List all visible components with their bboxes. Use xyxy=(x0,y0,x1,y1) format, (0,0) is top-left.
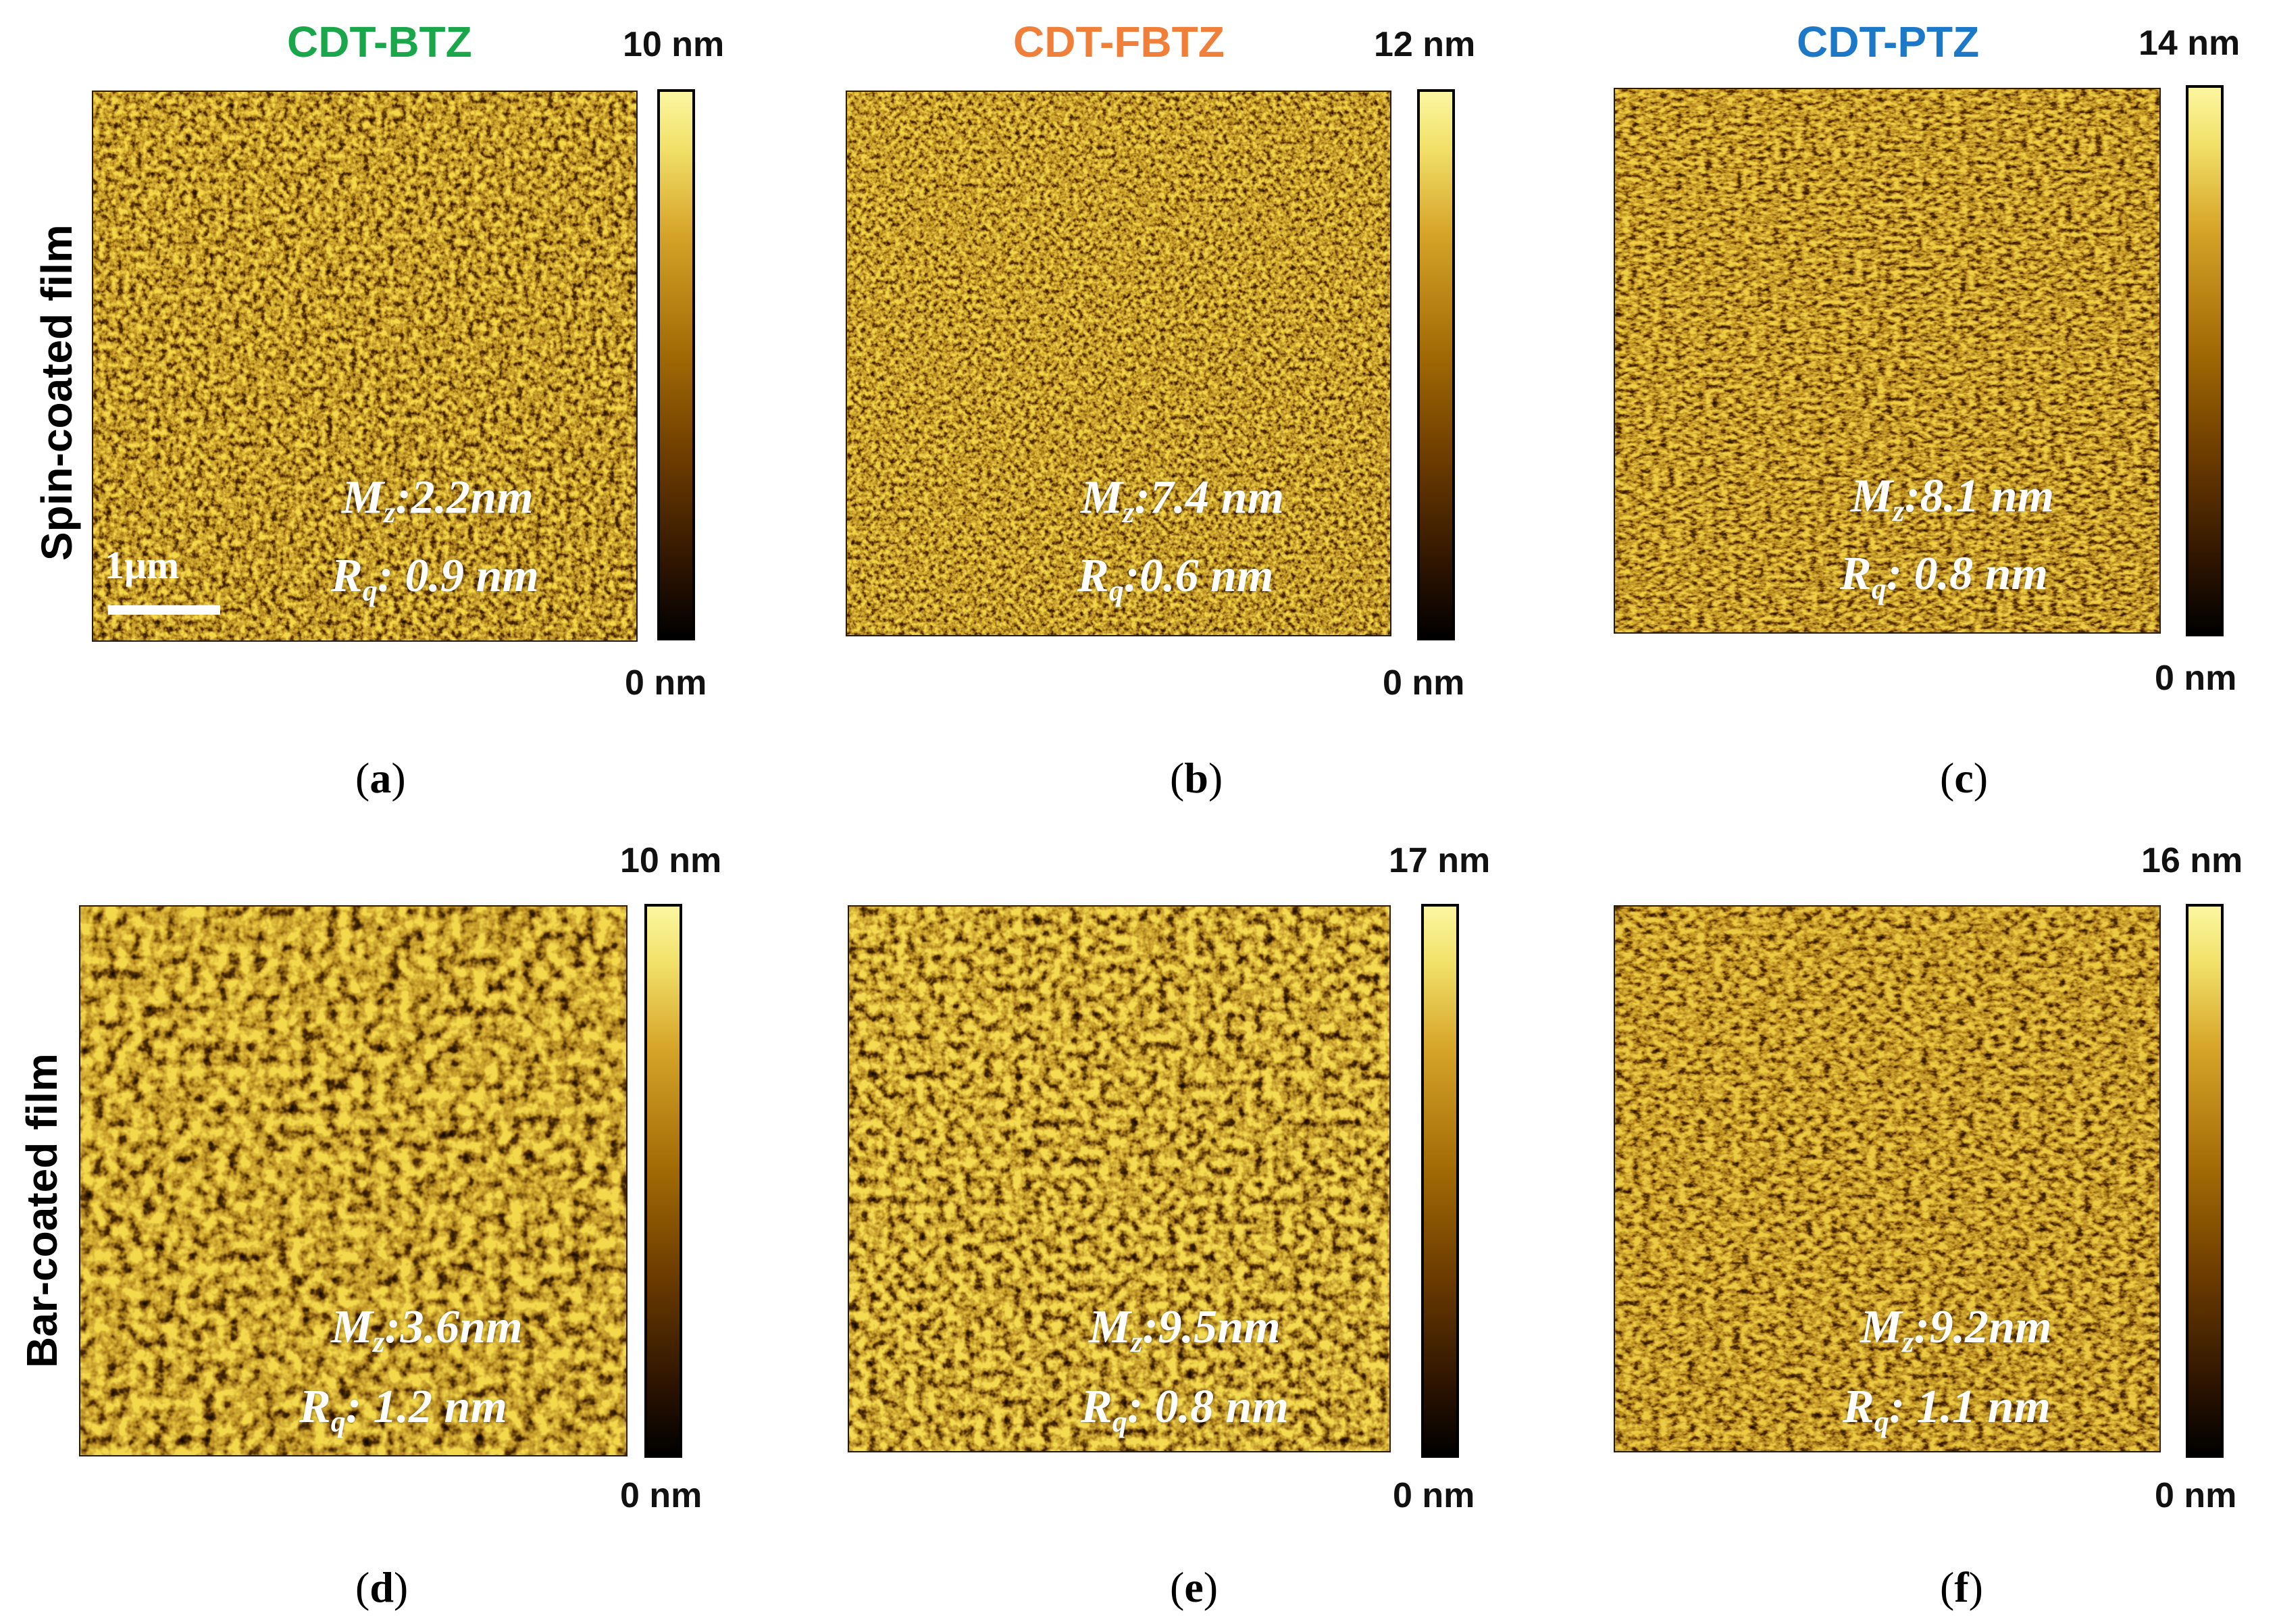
panel-label-f: (f) xyxy=(1940,1563,1983,1611)
rq-value-a: : 0.9 nm xyxy=(377,550,539,602)
mz-value-a: :2.2nm xyxy=(395,472,534,524)
colorbar-min-a: 0 nm xyxy=(625,663,707,703)
mz-value-f: :9.2nm xyxy=(1914,1301,2052,1353)
mz-value-c: :8.1 nm xyxy=(1904,470,2055,522)
colorbar-max-e: 17 nm xyxy=(1389,841,1491,880)
colorbar-min-d: 0 nm xyxy=(620,1476,702,1515)
rq-stat-e: Rq: 0.8 nm xyxy=(1081,1381,1289,1438)
rq-value-d: : 1.2 nm xyxy=(345,1381,507,1433)
afm-image-e xyxy=(848,905,1391,1452)
mz-stat-a: Mz:2.2nm xyxy=(342,472,534,529)
colorbar-max-b: 12 nm xyxy=(1374,25,1476,64)
rq-value-c: : 0.8 nm xyxy=(1886,548,2048,600)
colorbar-max-f: 16 nm xyxy=(2141,841,2243,880)
colorbar-max-a: 10 nm xyxy=(623,25,725,64)
mz-stat-c: Mz:8.1 nm xyxy=(1851,470,2055,528)
panel-label-b: (b) xyxy=(1170,754,1223,802)
mz-value-d: :3.6nm xyxy=(384,1301,523,1353)
afm-image-d xyxy=(79,905,628,1456)
afm-texture-a xyxy=(93,92,636,640)
panel-label-c: (c) xyxy=(1940,754,1989,802)
mz-value-b: :7.4 nm xyxy=(1134,472,1285,524)
colorbar-e xyxy=(1421,904,1459,1458)
panel-label-d: (d) xyxy=(355,1563,409,1611)
mz-stat-b: Mz:7.4 nm xyxy=(1081,472,1285,529)
colorbar-a xyxy=(657,89,695,640)
rq-stat-c: Rq: 0.8 nm xyxy=(1840,548,2048,605)
rq-stat-d: Rq: 1.2 nm xyxy=(299,1381,507,1438)
afm-texture-e xyxy=(849,907,1389,1451)
colorbar-b xyxy=(1417,89,1455,640)
mz-stat-e: Mz:9.5nm xyxy=(1089,1301,1281,1359)
rq-stat-b: Rq:0.6 nm xyxy=(1077,550,1274,607)
row-label-spin-coated: Spin-coated film xyxy=(32,224,81,561)
colorbar-max-c: 14 nm xyxy=(2139,24,2240,63)
column-title-cdt-fbtz: CDT-FBTZ xyxy=(1013,18,1225,66)
panel-label-a: (a) xyxy=(355,754,406,802)
colorbar-d xyxy=(644,904,682,1458)
afm-image-f xyxy=(1614,905,2161,1452)
mz-stat-f: Mz:9.2nm xyxy=(1860,1301,2052,1359)
colorbar-min-f: 0 nm xyxy=(2155,1476,2237,1515)
mz-stat-d: Mz:3.6nm xyxy=(331,1301,523,1359)
afm-texture-b xyxy=(847,92,1390,635)
colorbar-min-c: 0 nm xyxy=(2155,659,2237,698)
afm-image-b xyxy=(846,91,1391,636)
row-label-bar-coated: Bar-coated film xyxy=(18,1053,66,1368)
colorbar-max-d: 10 nm xyxy=(620,841,722,880)
afm-texture-c xyxy=(1615,89,2159,632)
panel-label-e: (e) xyxy=(1170,1563,1219,1611)
scale-bar xyxy=(108,605,220,615)
column-title-cdt-ptz: CDT-PTZ xyxy=(1797,18,1980,66)
afm-texture-f xyxy=(1615,907,2159,1451)
colorbar-c xyxy=(2186,85,2224,636)
rq-value-b: :0.6 nm xyxy=(1123,550,1274,602)
afm-image-a xyxy=(92,91,638,642)
mz-value-e: :9.5nm xyxy=(1142,1301,1281,1353)
rq-value-e: : 0.8 nm xyxy=(1127,1381,1289,1433)
colorbar-min-e: 0 nm xyxy=(1393,1476,1475,1515)
column-title-cdt-btz: CDT-BTZ xyxy=(287,18,472,66)
rq-stat-a: Rq: 0.9 nm xyxy=(331,550,539,607)
scale-bar-label: 1μm xyxy=(105,543,180,587)
colorbar-min-b: 0 nm xyxy=(1383,663,1465,703)
afm-texture-d xyxy=(80,907,626,1455)
rq-value-f: : 1.1 nm xyxy=(1889,1381,2051,1433)
rq-stat-f: Rq: 1.1 nm xyxy=(1843,1381,2051,1438)
afm-image-c xyxy=(1614,88,2161,634)
colorbar-f xyxy=(2186,904,2224,1458)
